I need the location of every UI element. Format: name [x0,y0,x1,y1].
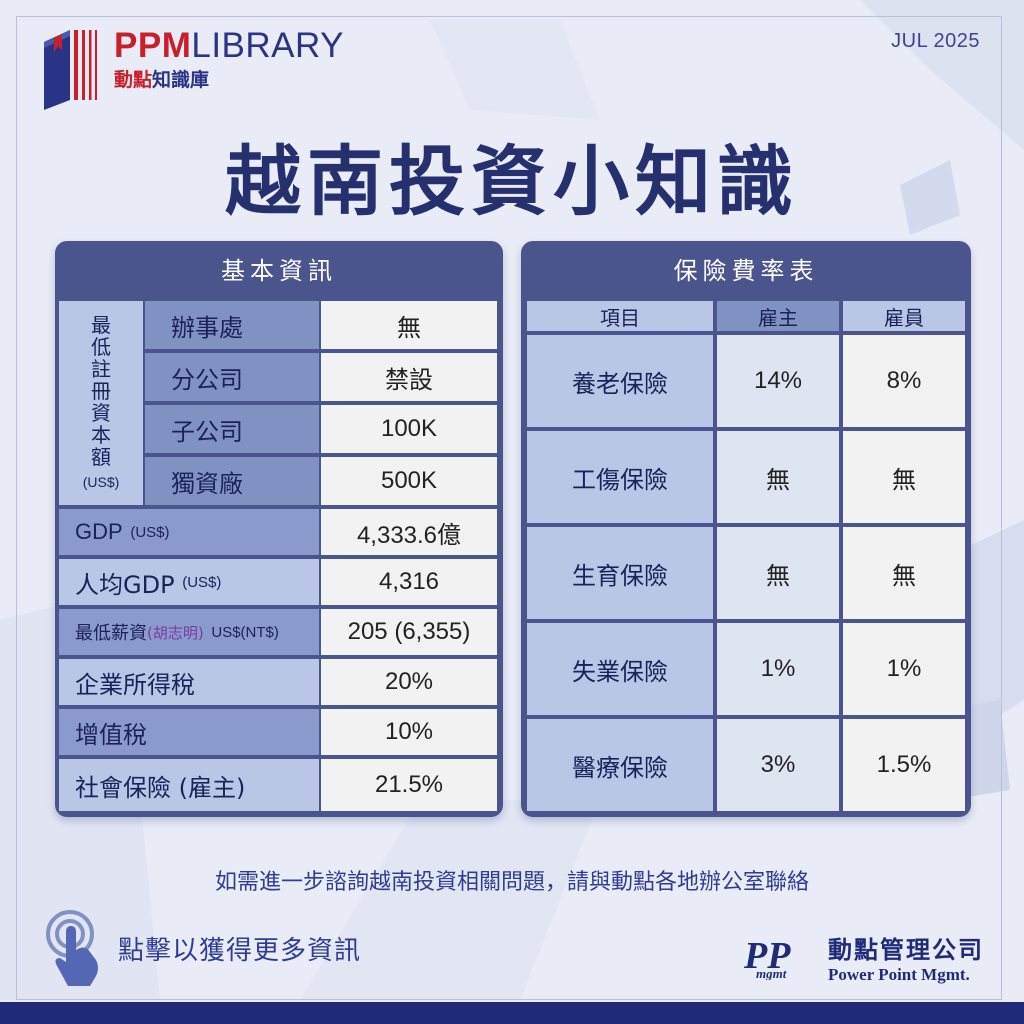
social-insurance-value: 21.5% [321,759,497,811]
basic-info-header: 基本資訊 [221,257,337,285]
min-capital-char: 冊 [91,378,111,403]
contact-note: 如需進一步諮詢越南投資相關問題，請與動點各地辦公室聯絡 [214,870,809,895]
logo-mark: PP [744,936,791,977]
more-info-text: 點擊以獲得更多資訊 [118,935,362,966]
issue-date: JUL 2025 [891,30,980,52]
capital-row-value: 100K [321,405,497,453]
min-capital-char: 本 [91,422,111,447]
employer-rate: 無 [717,527,839,619]
social-insurance-label: 社會保險 (雇主) [59,759,319,811]
insurance-item: 失業保險 [527,623,713,715]
insurance-item: 醫療保險 [527,719,713,811]
gdp-per-capita-label: 人均GDP (US$) [59,559,319,605]
employer-rate: 3% [717,719,839,811]
col-header-employee: 雇員 [843,301,965,331]
book-icon [44,30,97,110]
col-header-item: 項目 [527,301,713,331]
capital-row-value: 禁設 [321,353,497,401]
page-title: 越南投資小知識 [225,137,799,226]
min-capital-char: 低 [91,334,111,359]
gdp-label: GDP (US$) [59,509,319,555]
col-header-employer: 雇主 [717,301,839,331]
min-wage-label: 最低薪資 (胡志明) US$(NT$) [59,609,319,655]
min-capital-unit: (US$) [82,473,120,490]
basic-info-panel: 基本資訊 最 低 註 冊 資 本 額 (US$) 辦事處 無 分公司 禁設 子公… [55,241,503,817]
logo-sub: mgmt [756,966,787,980]
insurance-header: 保險費率表 [673,257,819,285]
company-name-cn: 動點管理公司 [828,936,984,964]
employee-rate: 1.5% [843,719,965,811]
company-name-en: Power Point Mgmt. [828,965,970,984]
gdp-per-capita-value: 4,316 [321,559,497,605]
insurance-rate-panel: 保險費率表 項目 雇主 雇員 養老保險 14% 8% 工傷保險 無 無 生育保險… [521,241,971,817]
more-info-link[interactable]: 點擊以獲得更多資訊 [44,908,361,988]
employer-rate: 無 [717,431,839,523]
brand-name: PPMLIBRARY [114,26,345,65]
employee-rate: 1% [843,623,965,715]
bottom-bar [0,1002,1024,1024]
company-logo[interactable]: PP mgmt 動點管理公司 Power Point Mgmt. [744,930,984,985]
employer-rate: 1% [717,623,839,715]
ppm-mark-icon: PP mgmt [744,936,791,980]
corp-tax-value: 20% [321,659,497,705]
employee-rate: 8% [843,335,965,427]
page-frame [16,16,1002,1000]
min-capital-char: 資 [91,400,111,425]
capital-row-label: 辦事處 [145,301,319,349]
insurance-item: 養老保險 [527,335,713,427]
capital-row-value: 500K [321,457,497,505]
employer-rate: 14% [717,335,839,427]
capital-row-label: 子公司 [145,405,319,453]
capital-row-value: 無 [321,301,497,349]
min-capital-char: 最 [91,312,111,337]
min-wage-value: 205 (6,355) [321,609,497,655]
corp-tax-label: 企業所得稅 [59,659,319,705]
insurance-item: 工傷保險 [527,431,713,523]
employee-rate: 無 [843,431,965,523]
min-capital-char: 額 [91,444,111,469]
min-capital-label: 最 低 註 冊 資 本 額 (US$) [59,301,143,505]
employee-rate: 無 [843,527,965,619]
brand-subtitle: 動點知識庫 [114,69,210,91]
capital-row-label: 獨資廠 [145,457,319,505]
min-capital-char: 註 [91,356,111,381]
capital-row-label: 分公司 [145,353,319,401]
tap-hand-icon [46,910,98,986]
gdp-value: 4,333.6億 [321,509,497,555]
vat-value: 10% [321,709,497,755]
insurance-item: 生育保險 [527,527,713,619]
ppm-library-logo[interactable]: PPMLIBRARY 動點知識庫 [40,26,344,110]
vat-label: 增值稅 [59,709,319,755]
